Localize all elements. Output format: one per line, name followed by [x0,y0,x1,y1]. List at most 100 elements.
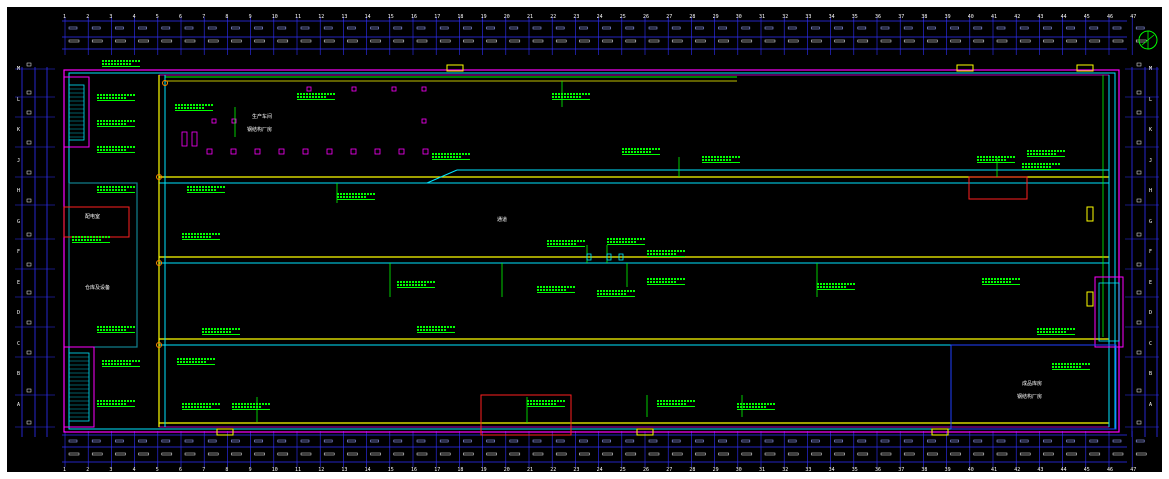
dimension-text-mark [463,39,474,43]
door-marker [446,64,464,72]
dimension-text-mark [439,26,449,30]
axis-label: 39 [944,467,951,473]
cable-annotation [657,399,695,407]
dimension-text-mark [1043,439,1052,443]
dimension-text-mark [1136,62,1142,67]
dimension-text-mark [1112,39,1124,43]
cable-annotation [232,402,270,410]
dimension-text-mark [1136,290,1142,295]
cable-annotation-line2 [97,403,127,405]
axis-label: 37 [898,467,905,473]
dimension-text-mark [486,452,497,456]
axis-label: 1 [63,467,67,473]
dimension-text-mark [1112,439,1122,443]
dimension-text-mark [834,26,843,30]
cable-annotation [97,185,135,193]
axis-label: 11 [295,14,302,20]
cable-annotation-line2 [817,286,847,288]
dimension-text-mark [579,26,588,30]
axis-label: C [1149,340,1153,347]
dimension-text-mark [416,39,428,43]
dimension-text-mark [532,439,542,443]
dimension-text-mark [1136,350,1142,355]
dimension-text-mark [741,439,751,443]
dimension-text-mark [26,62,32,67]
cable-annotation-line2 [182,406,212,408]
dimension-text-mark [764,452,776,456]
cable-annotation [647,277,685,285]
dimension-text-mark [184,452,196,456]
dimension-text-mark [1135,452,1147,456]
axis-label: 41 [991,14,998,20]
axis-label: 1 [63,14,67,20]
dimension-text-mark [26,350,32,355]
dimension-text-mark [1135,439,1145,443]
axis-label: 30 [735,14,742,20]
axis-label: 40 [967,14,974,20]
axis-label: B [17,371,21,377]
axis-label: 16 [411,467,418,473]
dimension-text-mark [695,26,704,30]
dimension-text-mark [26,262,32,267]
compass-needle [1141,31,1155,49]
dimension-text-mark [509,39,521,43]
dimension-text-mark [648,452,660,456]
dimension-text-mark [996,439,1006,443]
axis-label: D [1149,310,1153,316]
dimension-text-mark [811,439,820,443]
left-room-label: 配电室 [85,214,101,220]
cable-annotation [607,237,645,245]
column-marker [374,148,381,155]
axis-label: 18 [457,467,464,473]
dimension-text-mark [323,26,333,30]
axis-label: C [17,340,21,347]
axis-label: 5 [155,467,159,473]
axis-label: 44 [1060,14,1067,20]
column-marker [398,148,405,155]
column-marker [351,86,357,92]
dimension-text-mark [115,452,126,456]
cable-annotation-line2 [202,331,232,333]
dimension-text-mark [834,39,845,43]
cable-annotation [182,402,220,410]
axis-label: 8 [225,467,229,473]
dimension-text-mark [671,39,683,43]
axis-label: 26 [643,14,650,20]
cable-annotation-line2 [175,107,205,109]
dimension-text-mark [254,26,263,30]
dimension-text-mark [741,452,753,456]
dimension-text-mark [718,26,727,30]
wall-line [426,169,458,184]
dimension-text-mark [1112,26,1122,30]
stair-inner [1098,282,1120,342]
dimension-text-mark [1136,90,1142,95]
column-marker [181,131,188,147]
dimension-text-mark [811,39,822,43]
dimension-text-mark [1066,452,1077,456]
axis-label: 47 [1130,14,1137,20]
dimension-text-mark [927,26,936,30]
dimension-text-mark [115,26,124,30]
dimension-text-mark [625,26,635,30]
dimension-text-mark [416,439,426,443]
dimension-text-mark [115,439,124,443]
dimension-text-mark [115,39,126,43]
dimension-text-mark [1066,439,1075,443]
cable-annotation-line2 [97,123,127,125]
cable-annotation-line2 [647,281,677,283]
cable-annotation-line2 [102,363,132,365]
dimension-text-mark [370,26,379,30]
axis-label: 42 [1014,467,1021,473]
axis-label: 2 [86,14,90,20]
cable-annotation [432,152,470,160]
dimension-text-mark [625,439,635,443]
axis-label: 43 [1037,14,1044,20]
dimension-text-mark [161,452,173,456]
dimension-text-mark [1043,26,1052,30]
cable-annotation-line2 [1027,153,1057,155]
cable-annotation-line2 [647,253,677,255]
axis-label: 28 [689,467,696,473]
cable-annotation-line2 [72,239,102,241]
cable-annotation [1037,327,1075,335]
axis-label: 47 [1130,467,1137,473]
